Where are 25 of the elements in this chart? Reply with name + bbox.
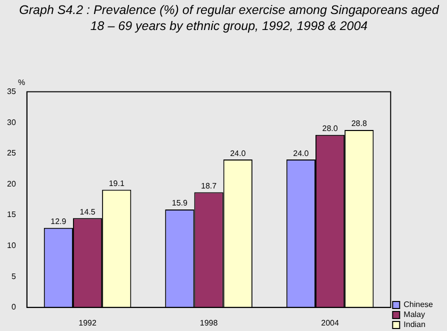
chart-title: Graph S4.2 : Prevalence (%) of regular exercise among Singaporeans aged 18 – 69 years by ethnic group, 1992, 1998 & 2004 (18, 2, 440, 34)
data-label: 15.9 (172, 198, 188, 208)
y-tick-label: 10 (6, 241, 16, 250)
y-tick-label: 35 (6, 87, 16, 96)
x-tick-label: 2004 (321, 318, 340, 328)
data-label: 14.5 (80, 207, 96, 216)
data-label: 28.8 (351, 119, 368, 128)
data-label: 28.0 (322, 124, 338, 134)
y-tick-label: 30 (6, 118, 16, 127)
y-tick-label: 0 (11, 302, 16, 312)
y-tick-label: 5 (11, 272, 16, 281)
x-tick-label: 1998 (200, 318, 218, 328)
y-tick-label: 15 (6, 210, 16, 220)
y-axis-title: % (18, 78, 26, 87)
legend-label: Indian (404, 320, 426, 330)
data-label: 24.0 (293, 148, 310, 158)
legend-label: Chinese (404, 300, 434, 310)
data-label: 18.7 (200, 181, 218, 190)
data-label: 12.9 (50, 217, 67, 226)
legend-label: Malay (404, 310, 425, 320)
data-label: 19.1 (108, 178, 125, 188)
data-label: 24.0 (230, 148, 246, 158)
y-tick-label: 25 (6, 148, 16, 158)
y-tick-label: 20 (6, 179, 16, 188)
x-tick-label: 1992 (78, 318, 97, 328)
